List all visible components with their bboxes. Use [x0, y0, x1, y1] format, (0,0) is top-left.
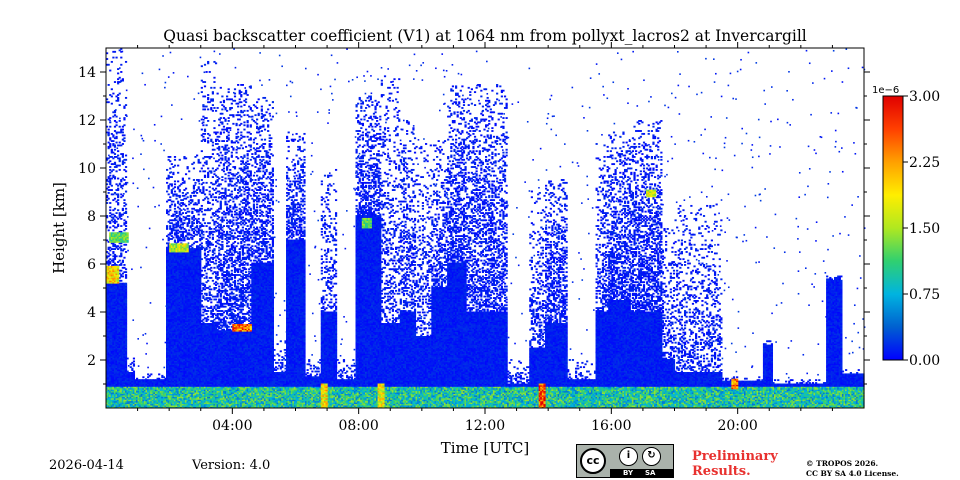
heatmap-cell — [109, 166, 111, 168]
heatmap-cell — [114, 176, 116, 178]
heatmap-cell — [112, 140, 114, 142]
heatmap-cell — [108, 229, 110, 231]
heatmap-cell — [115, 170, 117, 172]
chart: Quasi backscatter coefficient (V1) at 10… — [0, 0, 960, 480]
heatmap-cell — [108, 84, 110, 86]
heatmap-cell — [108, 132, 110, 134]
heatmap-cell — [111, 185, 113, 187]
heatmap-cell — [109, 121, 111, 123]
heatmap-cell — [109, 254, 111, 256]
heatmap-cell — [111, 96, 113, 98]
heatmap-cell — [112, 229, 114, 231]
heatmap-cell — [109, 206, 111, 208]
heatmap-cell — [109, 117, 111, 119]
heatmap-cell — [115, 221, 117, 223]
heatmap-cell — [114, 51, 116, 53]
heatmap-cell — [109, 175, 111, 177]
heatmap-cell — [111, 189, 113, 191]
heatmap-cell — [114, 162, 116, 164]
heatmap-cell — [114, 198, 116, 200]
heatmap-cell — [109, 227, 111, 229]
heatmap-cell — [115, 57, 117, 59]
heatmap-cell — [112, 251, 114, 253]
heatmap-cell — [114, 144, 116, 146]
heatmap-cell — [109, 143, 111, 145]
heatmap-cell — [109, 160, 111, 162]
heatmap-cell — [108, 198, 110, 200]
heatmap-cell — [108, 129, 110, 131]
heatmap-cell — [115, 136, 117, 138]
heatmap-cell — [109, 209, 111, 211]
heatmap-cell — [111, 149, 113, 151]
heatmap-cell — [115, 116, 117, 118]
heatmap-cell — [112, 57, 114, 59]
heatmap-cell — [115, 142, 117, 144]
heatmap-cell — [109, 126, 111, 128]
heatmap-cell — [115, 255, 117, 257]
heatmap-cell — [111, 61, 113, 63]
heatmap-cell — [115, 121, 117, 123]
heatmap-cell — [109, 202, 111, 204]
heatmap-cell — [108, 186, 110, 188]
heatmap-cell — [112, 169, 114, 171]
heatmap-cell — [111, 88, 113, 90]
heatmap-cells — [106, 48, 865, 408]
heatmap-cell — [112, 93, 114, 95]
heatmap-cell — [114, 149, 116, 151]
heatmap-cell — [108, 101, 110, 103]
heatmap-cell — [109, 137, 111, 139]
heatmap-cell — [112, 134, 114, 136]
heatmap-cell — [115, 212, 117, 214]
heatmap-cell — [114, 81, 116, 83]
heatmap-cell — [108, 64, 110, 66]
heatmap-cell — [108, 192, 110, 194]
heatmap-cell — [114, 153, 116, 155]
heatmap-cell — [111, 103, 113, 105]
heatmap-cell — [114, 208, 116, 210]
heatmap-cell — [115, 124, 117, 126]
heatmap-cell — [109, 70, 111, 72]
